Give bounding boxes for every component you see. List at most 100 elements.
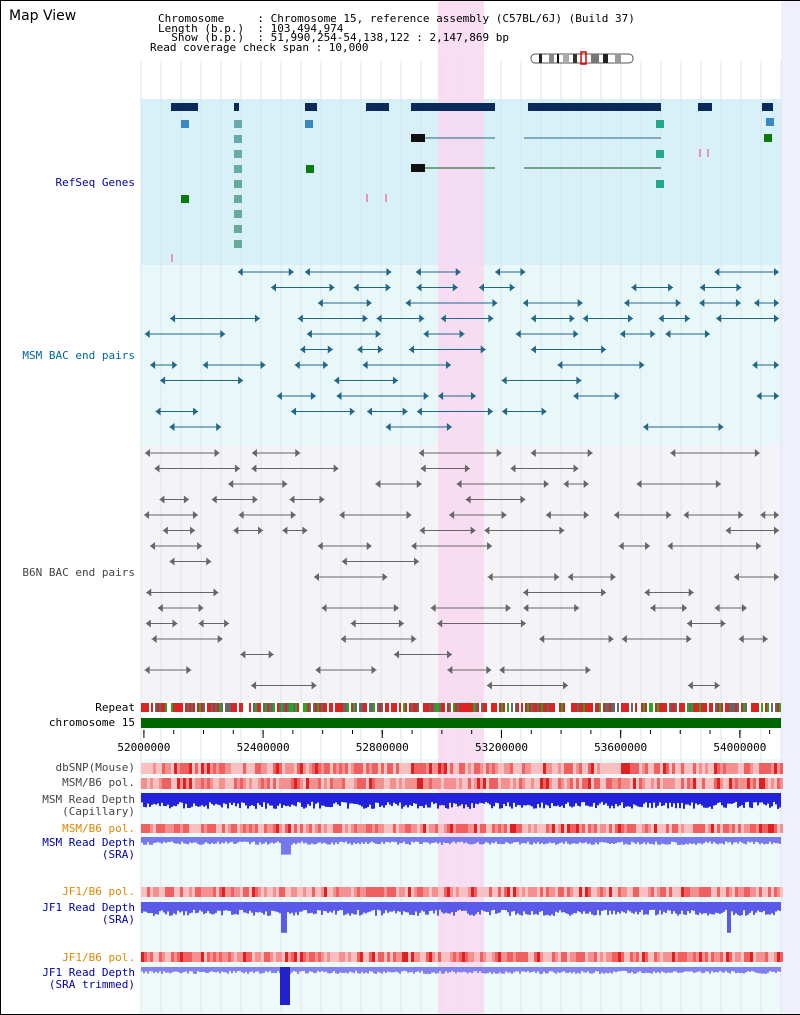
- msm-depth-sra-bar: [779, 837, 781, 845]
- jf1-depth-sra-bar: [237, 902, 239, 915]
- label-msm-depth-capillary[interactable]: MSM Read Depth (Capillary): [42, 793, 135, 818]
- repeat-segment: [515, 703, 517, 712]
- msm-depth-capillary-bar: [705, 793, 707, 808]
- repeat-segment: [679, 703, 681, 712]
- msm-depth-sra-bar: [621, 837, 623, 842]
- msm-pol-strip: [702, 778, 705, 789]
- label-jf1-depth-trimmed[interactable]: JF1 Read Depth (SRA trimmed): [42, 966, 135, 991]
- msm-depth-sra-bar: [377, 837, 379, 845]
- jf1-pol-strip: [231, 887, 234, 897]
- dbsnp-strip: [153, 763, 156, 774]
- jf1-pol-strip: [588, 887, 591, 897]
- label-msm-pol-1[interactable]: MSM/B6 pol.: [62, 776, 135, 789]
- jf1-depth-trimmed-spike: [280, 967, 290, 1005]
- msm-pol-strip-2: [591, 824, 594, 833]
- repeat-segment: [173, 703, 175, 712]
- msm-depth-capillary-bar: [473, 793, 475, 808]
- repeat-segment: [755, 703, 757, 712]
- dbsnp-strip: [294, 763, 297, 774]
- jf1-depth-trimmed-bar: [589, 967, 591, 974]
- msm-depth-capillary-bar: [483, 793, 485, 804]
- msm-depth-sra-bar: [707, 837, 709, 843]
- repeat-segment: [601, 703, 603, 712]
- jf1-pol-strip: [321, 887, 324, 897]
- msm-pol-strip-2: [552, 824, 555, 833]
- jf1-depth-trimmed-bar: [271, 967, 273, 974]
- msm-depth-sra-bar: [657, 837, 659, 845]
- jf1-depth-sra-bar: [285, 902, 287, 933]
- msm-depth-sra-bar: [281, 837, 283, 855]
- jf1-pol-strip-2: [162, 952, 165, 962]
- jf1-depth-sra-bar: [495, 902, 497, 914]
- repeat-segment: [611, 703, 613, 712]
- msm-pol-strip-2: [729, 824, 732, 833]
- jf1-depth-sra-bar: [517, 902, 519, 914]
- jf1-depth-trimmed-bar: [263, 967, 265, 973]
- msm-depth-sra-bar: [721, 837, 723, 844]
- jf1-depth-sra-bar: [527, 902, 529, 915]
- label-jf1-pol-1[interactable]: JF1/B6 pol.: [62, 885, 135, 898]
- repeat-segment: [153, 703, 155, 712]
- label-jf1-depth-sra[interactable]: JF1 Read Depth (SRA): [42, 901, 135, 926]
- msm-depth-sra-bar: [543, 837, 545, 845]
- msm-pol-strip: [393, 778, 396, 789]
- jf1-depth-sra-bar: [703, 902, 705, 914]
- label-refseq-genes[interactable]: RefSeq Genes: [55, 176, 135, 189]
- msm-pol-strip-2: [723, 824, 726, 833]
- refseq-gene: [234, 150, 242, 158]
- dbsnp-strip: [378, 763, 381, 774]
- msm-pol-strip: [705, 778, 708, 789]
- label-repeat[interactable]: Repeat: [95, 701, 135, 714]
- msm-depth-capillary-bar: [547, 793, 549, 806]
- label-dbsnp[interactable]: dbSNP(Mouse): [55, 761, 135, 774]
- msm-depth-capillary-bar: [685, 793, 687, 805]
- label-jf1-pol-2[interactable]: JF1/B6 pol.: [62, 951, 135, 964]
- repeat-segment: [511, 703, 513, 712]
- b6n-bac-pair-end: [762, 635, 768, 643]
- msm-bac-pair-end: [509, 283, 515, 292]
- msm-pol-strip-2: [174, 824, 177, 833]
- msm-pol-strip-2: [477, 824, 480, 833]
- jf1-pol-strip-2: [255, 952, 258, 962]
- jf1-depth-trimmed-bar: [393, 967, 395, 973]
- msm-pol-strip: [696, 778, 699, 789]
- label-b6n-bac-end-pairs[interactable]: B6N BAC end pairs: [22, 566, 135, 579]
- label-msm-bac-end-pairs[interactable]: MSM BAC end pairs: [22, 349, 135, 362]
- b6n-bac-pair-end: [234, 464, 240, 473]
- msm-depth-capillary-bar: [699, 793, 701, 804]
- jf1-depth-sra-bar: [557, 902, 559, 913]
- b6n-bac-pair-end: [313, 573, 319, 581]
- msm-depth-sra-bar: [575, 837, 577, 844]
- jf1-depth-trimmed-bar: [297, 967, 299, 974]
- jf1-pol-strip-2: [510, 952, 513, 962]
- jf1-depth-sra-bar: [481, 902, 483, 911]
- repeat-segment: [771, 703, 773, 712]
- msm-depth-capillary-bar: [515, 793, 517, 807]
- jf1-depth-trimmed-bar: [205, 967, 207, 973]
- repeat-segment: [761, 703, 763, 712]
- jf1-pol-strip: [174, 887, 177, 897]
- label-msm-depth-sra[interactable]: MSM Read Depth (SRA): [42, 836, 135, 861]
- msm-bac-pair-end: [614, 392, 620, 400]
- jf1-depth-trimmed-bar: [479, 967, 481, 972]
- jf1-pol-strip: [474, 887, 477, 897]
- msm-pol-strip: [771, 778, 774, 789]
- jf1-pol-strip-2: [348, 952, 351, 962]
- jf1-pol-strip: [237, 887, 240, 897]
- repeat-segment: [245, 703, 247, 712]
- jf1-depth-trimmed-bar: [643, 967, 645, 974]
- dbsnp-strip: [675, 763, 678, 774]
- msm-pol-strip-2: [609, 824, 612, 833]
- b6n-bac-pair-end: [754, 449, 760, 457]
- dbsnp-strip: [261, 763, 264, 774]
- jf1-pol-strip-2: [216, 952, 219, 962]
- dbsnp-strip: [360, 763, 363, 774]
- label-msm-pol-2[interactable]: MSM/B6 pol.: [62, 822, 135, 835]
- repeat-segment: [297, 703, 299, 712]
- dbsnp-strip: [243, 763, 246, 774]
- repeat-segment: [373, 703, 375, 712]
- jf1-pol-strip-2: [552, 952, 555, 962]
- jf1-depth-sra-bar: [519, 902, 521, 915]
- msm-depth-sra-bar: [613, 837, 615, 845]
- msm-bac-pair-end: [520, 268, 526, 276]
